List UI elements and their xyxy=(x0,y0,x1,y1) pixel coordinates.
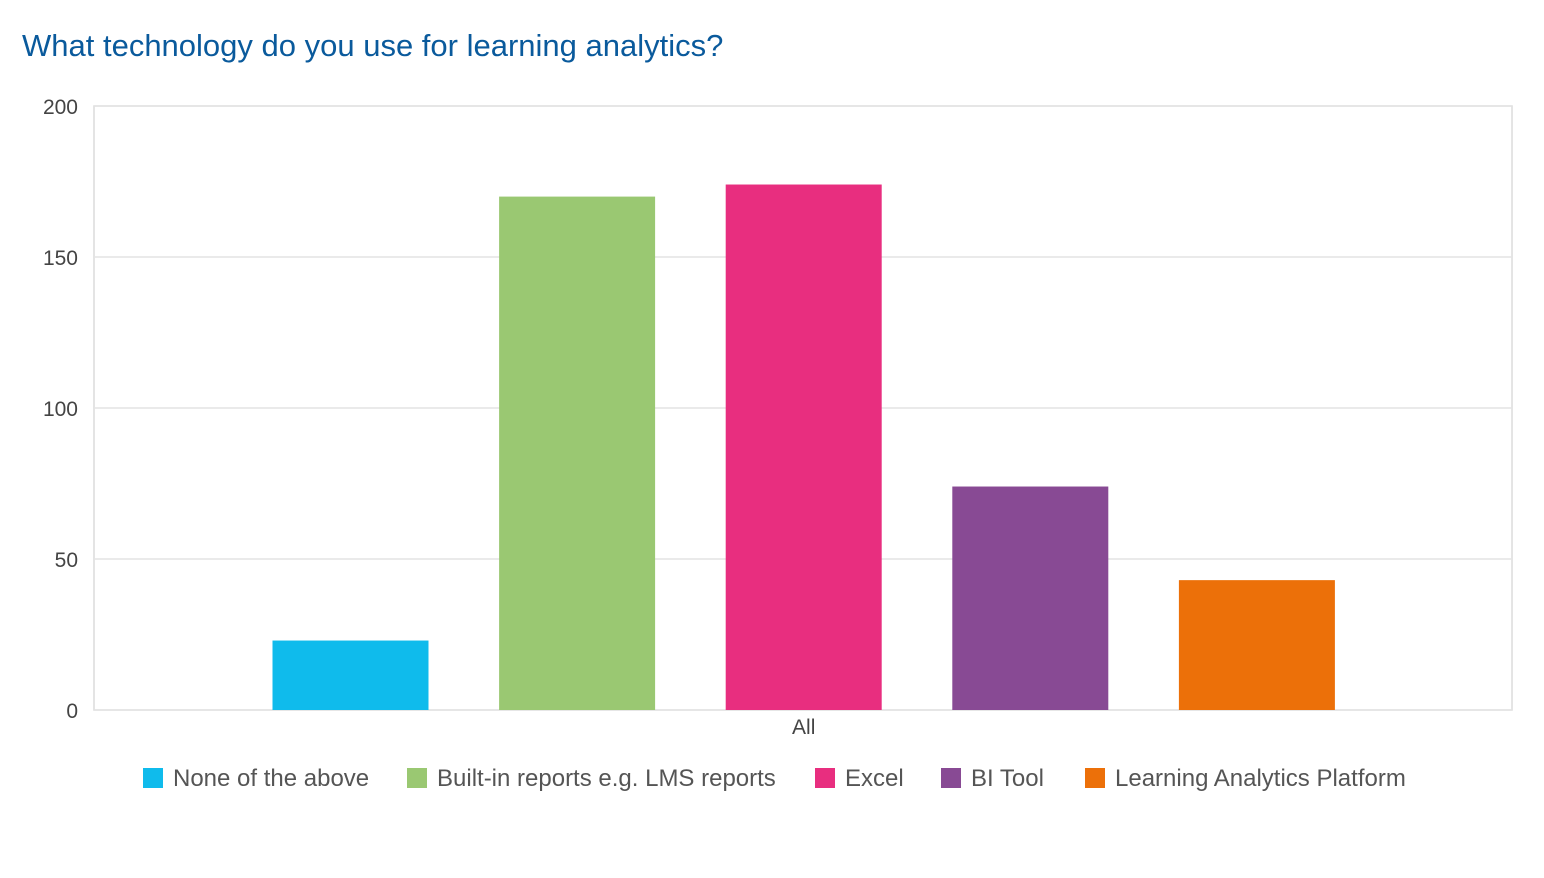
y-tick-label: 100 xyxy=(43,398,78,421)
y-tick-label: 0 xyxy=(66,700,78,723)
bar-excel xyxy=(725,184,882,710)
legend-swatch xyxy=(941,768,961,788)
chart-title: What technology do you use for learning … xyxy=(22,28,724,63)
bar-learning-analytics-platform xyxy=(1178,580,1335,710)
x-axis-ticks: All xyxy=(792,716,815,739)
y-axis-ticks: 0 50 100 150 200 xyxy=(43,96,78,723)
x-tick-label: All xyxy=(792,716,815,739)
bar-none-of-the-above xyxy=(272,640,429,710)
legend-label: BI Tool xyxy=(971,765,1044,792)
y-tick-label: 200 xyxy=(43,96,78,119)
legend-label: Built-in reports e.g. LMS reports xyxy=(437,765,776,792)
bar-bi-tool xyxy=(952,486,1109,710)
bars xyxy=(272,184,1335,711)
bar-built-in-reports-e-g-lms-reports xyxy=(499,196,656,711)
y-tick-label: 50 xyxy=(55,549,78,572)
legend-label: Learning Analytics Platform xyxy=(1115,765,1406,792)
legend-swatch xyxy=(407,768,427,788)
legend-swatch xyxy=(1085,768,1105,788)
legend-swatch xyxy=(815,768,835,788)
y-tick-label: 150 xyxy=(43,247,78,270)
legend: None of the above Built-in reports e.g. L… xyxy=(143,765,1406,792)
legend-swatch xyxy=(143,768,163,788)
legend-label: None of the above xyxy=(173,765,369,792)
legend-label: Excel xyxy=(845,765,904,792)
